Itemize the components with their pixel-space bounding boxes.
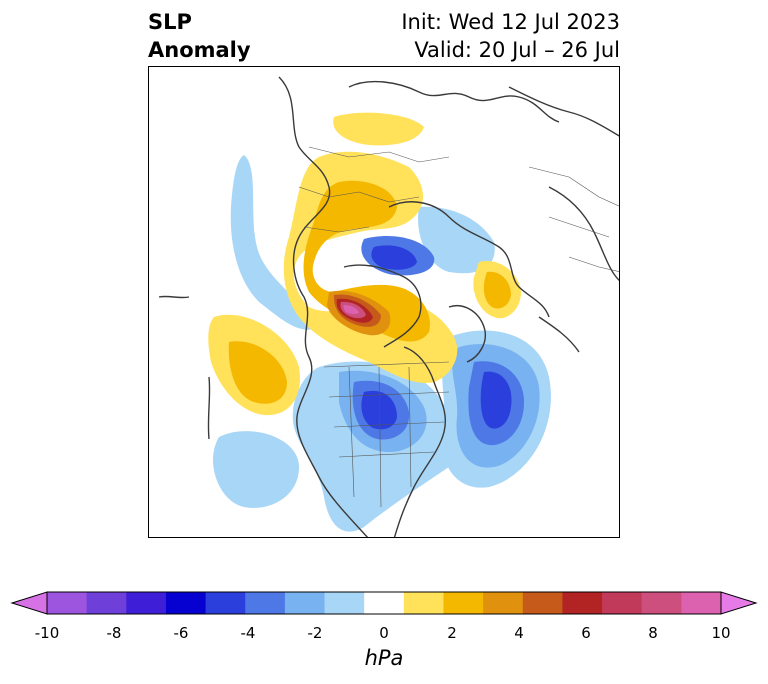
colorbar-segment (86, 592, 127, 614)
colorbar-min-arrow (10, 591, 48, 615)
title-type: Anomaly (148, 38, 251, 62)
colorbar-segments (47, 592, 722, 614)
init-date: Init: Wed 12 Jul 2023 (401, 10, 620, 34)
map-panel (148, 66, 620, 538)
map-svg (158, 76, 619, 537)
colorbar-segment (443, 592, 484, 614)
colorbar-segment (47, 592, 88, 614)
colorbar-outline (46, 591, 722, 615)
colorbar-tick-label: 10 (711, 624, 731, 642)
political-borders (298, 146, 619, 508)
colorbar (10, 591, 758, 615)
colorbar-tick-label: -10 (34, 624, 60, 642)
colorbar-segment (602, 592, 643, 614)
colorbar-segment (364, 592, 405, 614)
colorbar-tick-label: 4 (514, 624, 524, 642)
map-dates: Init: Wed 12 Jul 2023 Valid: 20 Jul – 26… (401, 8, 620, 64)
map-title: SLP Anomaly (148, 8, 251, 64)
colorbar-tick-label: 8 (648, 624, 658, 642)
colorbar-max-arrow (720, 591, 758, 615)
colorbar-segment (403, 592, 444, 614)
colorbar-unit: hPa (364, 646, 404, 670)
colorbar-segment (681, 592, 722, 614)
valid-range: Valid: 20 Jul – 26 Jul (414, 38, 620, 62)
colorbar-tick-label: -4 (240, 624, 256, 642)
colorbar-tick-label: 0 (379, 624, 389, 642)
colorbar-segment (324, 592, 365, 614)
colorbar-tick-label: -8 (106, 624, 122, 642)
colorbar-segment (483, 592, 524, 614)
colorbar-segment (562, 592, 603, 614)
title-variable: SLP (148, 10, 192, 34)
colorbar-segment (522, 592, 563, 614)
colorbar-segment (126, 592, 167, 614)
colorbar-tick-label: -2 (307, 624, 323, 642)
colorbar-segment (284, 592, 326, 614)
colorbar-segment (245, 592, 286, 614)
colorbar-segment (165, 592, 207, 614)
colorbar-tick-label: 6 (581, 624, 591, 642)
colorbar-tick-label: 2 (447, 624, 457, 642)
colorbar-tick-label: -6 (173, 624, 189, 642)
colorbar-segment (641, 592, 682, 614)
colorbar-segment (205, 592, 246, 614)
